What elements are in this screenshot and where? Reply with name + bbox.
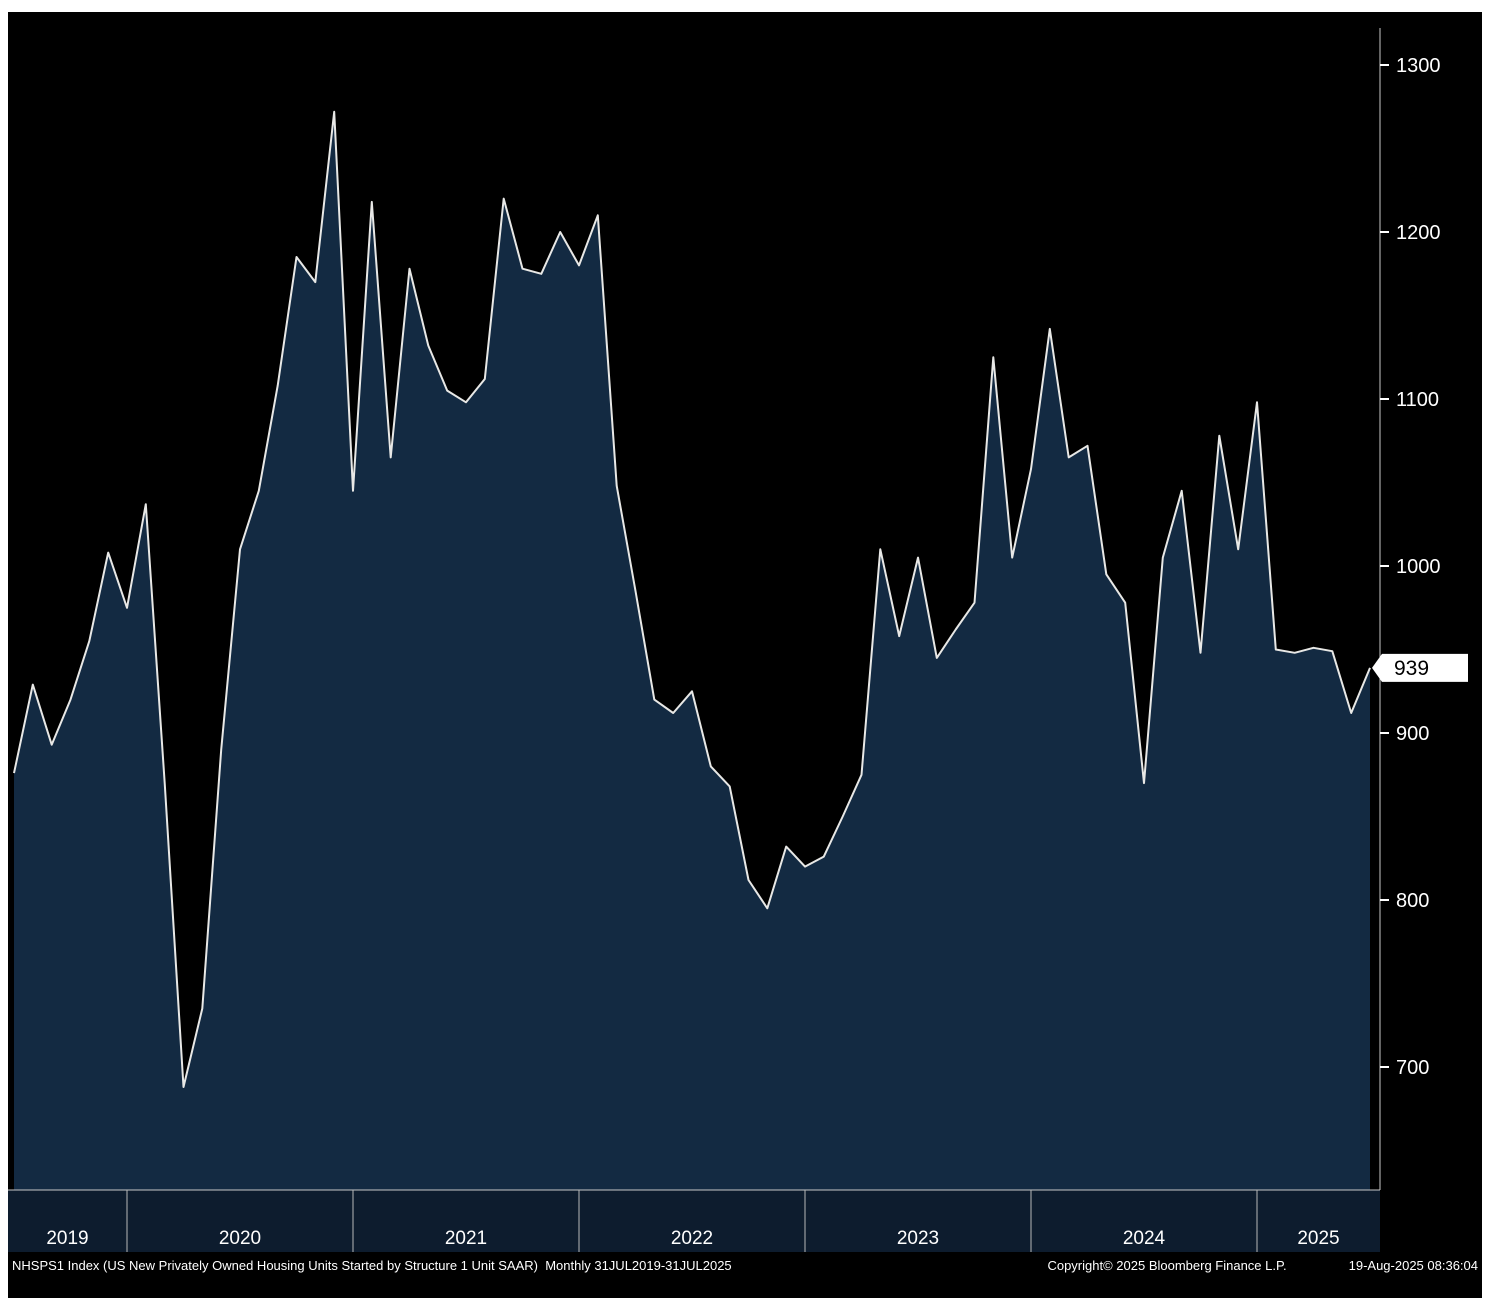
security-description: NHSPS1 Index (US New Privately Owned Hou… bbox=[12, 1257, 732, 1273]
last-value-label: 939 bbox=[1394, 657, 1429, 680]
housing-starts-area-chart[interactable]: 700 800 900 1000 1100 1200 1300 2019 2020 2021 202… bbox=[8, 12, 1482, 1298]
y-tick-label: 1100 bbox=[1396, 389, 1439, 411]
copyright-notice: Copyright© 2025 Bloomberg Finance L.P. bbox=[1047, 1257, 1287, 1273]
x-axis-year-label: 2020 bbox=[219, 1228, 261, 1249]
y-tick-label: 700 bbox=[1396, 1057, 1429, 1079]
x-axis-strip bbox=[8, 1190, 1380, 1252]
x-axis-year-label: 2023 bbox=[897, 1228, 939, 1249]
x-axis-year-label: 2025 bbox=[1297, 1228, 1339, 1249]
bloomberg-chart-window: 700 800 900 1000 1100 1200 1300 2019 2020 2021 202… bbox=[8, 12, 1482, 1298]
x-axis-year-label: 2024 bbox=[1123, 1228, 1166, 1249]
y-tick-label: 900 bbox=[1396, 723, 1429, 745]
y-tick-label: 800 bbox=[1396, 890, 1429, 912]
area-fill bbox=[14, 111, 1370, 1190]
timestamp: 19-Aug-2025 08:36:04 bbox=[1348, 1257, 1478, 1273]
y-tick-label: 1300 bbox=[1396, 55, 1441, 77]
y-tick-label: 1000 bbox=[1396, 556, 1441, 578]
x-axis-year-label: 2022 bbox=[671, 1228, 713, 1249]
x-axis-year-label: 2021 bbox=[445, 1228, 487, 1249]
price-line bbox=[13, 110, 1371, 1088]
status-bar: NHSPS1 Index (US New Privately Owned Hou… bbox=[8, 1252, 1482, 1278]
x-axis-year-label: 2019 bbox=[46, 1228, 88, 1249]
y-tick-label: 1200 bbox=[1396, 222, 1441, 244]
last-value-tag bbox=[1372, 653, 1468, 682]
